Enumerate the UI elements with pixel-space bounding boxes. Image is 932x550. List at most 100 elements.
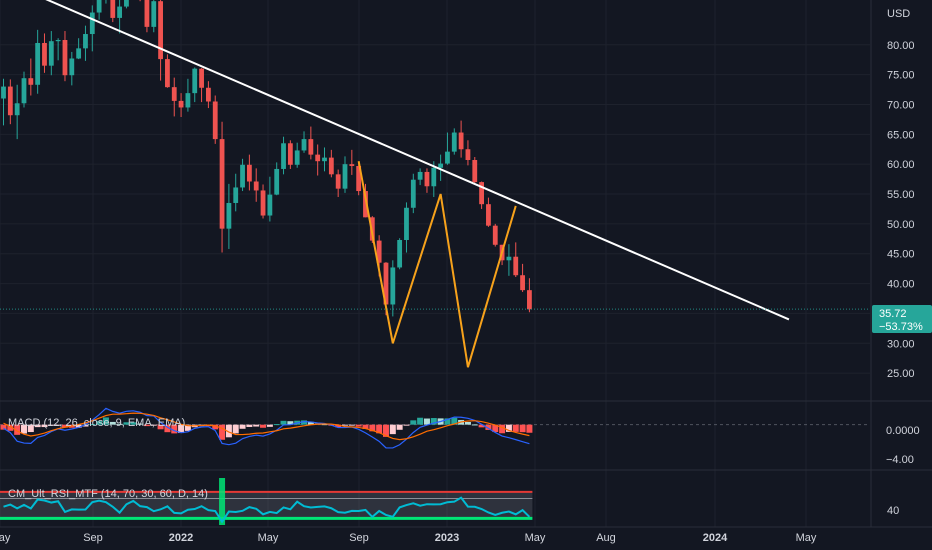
candle-body bbox=[349, 164, 355, 166]
candle-body bbox=[233, 187, 239, 203]
double-bottom-pattern[interactable] bbox=[357, 161, 517, 368]
candle-body bbox=[240, 164, 245, 188]
candle-body bbox=[383, 262, 389, 305]
macd-histogram-bar bbox=[410, 420, 417, 425]
candle-body bbox=[267, 194, 273, 216]
macd-histogram-bar bbox=[7, 424, 14, 431]
candle-body bbox=[424, 171, 430, 187]
candle-body bbox=[55, 40, 61, 42]
macd-histogram-bar bbox=[246, 424, 253, 427]
time-tick-label: May bbox=[0, 532, 11, 544]
macd-histogram-bar bbox=[75, 424, 82, 428]
macd-histogram-bar bbox=[116, 423, 123, 425]
candle-body bbox=[14, 103, 20, 116]
candle-body bbox=[7, 86, 13, 116]
candle-body bbox=[192, 68, 198, 94]
macd-histogram-bar bbox=[382, 424, 389, 437]
macd-zero-tick: 0.0000 bbox=[886, 425, 920, 437]
candle-body bbox=[21, 78, 27, 104]
macd-pane[interactable] bbox=[0, 407, 870, 449]
candle-body bbox=[158, 1, 163, 60]
last-price-tag: 35.72 −53.73% bbox=[872, 305, 932, 333]
candle-body bbox=[308, 139, 314, 155]
macd-histogram-bar bbox=[109, 421, 116, 425]
macd-histogram-bar bbox=[123, 422, 130, 425]
macd-histogram-bar bbox=[212, 424, 219, 430]
macd-histogram-bar bbox=[362, 424, 369, 429]
price-tick-label: 50.00 bbox=[887, 219, 915, 231]
time-tick-label: Aug bbox=[596, 532, 616, 544]
macd-histogram-bar bbox=[403, 424, 410, 426]
candle-body bbox=[410, 179, 416, 208]
macd-neg-tick: −4.00 bbox=[886, 454, 914, 466]
macd-histogram-bar bbox=[301, 420, 308, 425]
macd-histogram-bar bbox=[519, 424, 526, 433]
candle-body bbox=[301, 139, 307, 151]
candle-body bbox=[438, 163, 444, 168]
candle-body bbox=[165, 59, 170, 88]
price-tick-label: 75.00 bbox=[887, 70, 915, 82]
macd-histogram-bar bbox=[137, 423, 144, 425]
candle-body bbox=[376, 240, 382, 263]
time-axis[interactable]: May Sep 2022 May Sep 2023 May Aug 2024 May bbox=[0, 532, 817, 544]
candle-body bbox=[246, 164, 252, 182]
time-tick-label: May bbox=[796, 532, 817, 544]
candle-body bbox=[185, 93, 191, 108]
candle-body bbox=[281, 143, 286, 169]
candle-body bbox=[219, 139, 225, 229]
price-tick-label: 40.00 bbox=[887, 279, 915, 291]
time-tick-label: Sep bbox=[83, 532, 103, 544]
macd-histogram-bar bbox=[260, 424, 267, 428]
time-tick-label: 2024 bbox=[703, 532, 728, 544]
macd-histogram-bar bbox=[130, 422, 137, 425]
price-tick-label: 70.00 bbox=[887, 99, 915, 111]
macd-histogram-bar bbox=[505, 424, 512, 432]
candle-body bbox=[397, 240, 403, 268]
candle-body bbox=[69, 58, 75, 76]
currency-label: USD bbox=[887, 8, 910, 20]
macd-histogram-bar bbox=[171, 424, 178, 434]
macd-histogram-bar bbox=[102, 417, 109, 425]
candle-body bbox=[1, 86, 6, 99]
candle-body bbox=[322, 157, 327, 162]
macd-histogram-bar bbox=[376, 424, 383, 434]
macd-histogram-bar bbox=[478, 424, 485, 428]
resistance-trendline[interactable] bbox=[4, 0, 790, 321]
rsi-pane[interactable] bbox=[0, 478, 533, 525]
candle-body bbox=[83, 34, 88, 49]
macd-histogram-bar bbox=[396, 424, 403, 430]
macd-histogram-bar bbox=[225, 424, 232, 438]
macd-histogram-bar bbox=[280, 420, 287, 425]
candle-body bbox=[48, 41, 54, 66]
macd-histogram-bar bbox=[164, 424, 171, 433]
macd-histogram-bar bbox=[27, 424, 34, 433]
candle-body bbox=[479, 182, 484, 205]
candle-body bbox=[342, 164, 348, 189]
macd-histogram-bar bbox=[48, 424, 55, 426]
candle-body bbox=[513, 256, 519, 276]
macd-histogram-bar bbox=[464, 421, 471, 425]
drawings-layer[interactable] bbox=[4, 0, 790, 368]
candle-body bbox=[451, 132, 457, 152]
time-tick-label: Sep bbox=[349, 532, 369, 544]
macd-histogram-bar bbox=[143, 424, 150, 427]
macd-histogram-bar bbox=[307, 421, 314, 425]
candle-body bbox=[42, 42, 47, 66]
macd-signal-line bbox=[3, 412, 530, 441]
candle-body bbox=[458, 132, 464, 150]
candle-body bbox=[96, 0, 102, 13]
candle-body bbox=[151, 1, 157, 27]
macd-histogram-bar bbox=[321, 424, 328, 426]
macd-histogram-bar bbox=[417, 417, 424, 425]
macd-histogram-bar bbox=[451, 417, 458, 425]
macd-histogram-bar bbox=[485, 424, 492, 430]
price-candles bbox=[1, 0, 532, 317]
time-tick-label: 2023 bbox=[435, 532, 459, 544]
grid-lines bbox=[0, 0, 870, 527]
candle-body bbox=[417, 171, 423, 180]
price-tick-label: 60.00 bbox=[887, 159, 915, 171]
macd-histogram-bar bbox=[423, 418, 430, 425]
candle-body bbox=[431, 167, 437, 187]
candle-body bbox=[294, 150, 300, 165]
